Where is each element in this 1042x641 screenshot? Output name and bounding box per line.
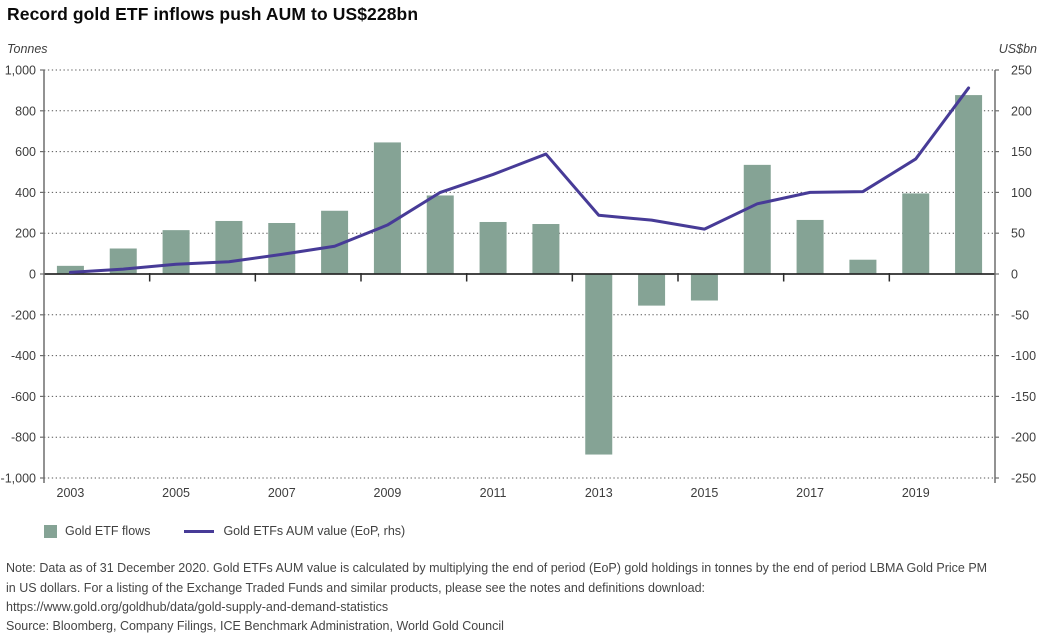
bar-2006 xyxy=(215,220,243,274)
footnote-text: Note: Data as of 31 December 2020. Gold … xyxy=(6,561,988,595)
x-axis-label: 2015 xyxy=(691,486,719,500)
right-axis-tick-label: -250 xyxy=(1011,472,1036,486)
bar-2012 xyxy=(532,224,560,274)
bar-2015 xyxy=(690,274,718,301)
right-axis-tick-label: -100 xyxy=(1011,349,1036,363)
bar-2011 xyxy=(479,221,507,274)
source-attribution: Source: Bloomberg, Company Filings, ICE … xyxy=(6,619,504,633)
footnote-url: https://www.gold.org/goldhub/data/gold-s… xyxy=(6,600,389,614)
right-axis-tick-label: -50 xyxy=(1011,308,1029,322)
x-axis-label: 2003 xyxy=(57,486,85,500)
right-axis-tick-label: 150 xyxy=(1011,145,1032,159)
right-axis-tick-label: 50 xyxy=(1011,227,1025,241)
bar-2020 xyxy=(955,95,983,274)
legend-line-label: Gold ETFs AUM value (EoP, rhs) xyxy=(223,524,406,538)
bar-2007 xyxy=(268,223,296,274)
left-axis-tick-label: 400 xyxy=(15,186,36,200)
left-axis-tick-label: -600 xyxy=(11,390,36,404)
x-axis-label: 2017 xyxy=(796,486,824,500)
x-axis-label: 2019 xyxy=(902,486,930,500)
x-axis-label: 2013 xyxy=(585,486,613,500)
x-axis-label: 2011 xyxy=(480,486,507,500)
left-axis-tick-label: 1,000 xyxy=(5,64,36,78)
left-axis-tick-label: -800 xyxy=(11,431,36,445)
footnote: Note: Data as of 31 December 2020. Gold … xyxy=(6,559,996,618)
bar-2009 xyxy=(373,142,401,274)
left-axis-tick-label: -200 xyxy=(11,308,36,322)
right-axis-tick-label: 100 xyxy=(1011,186,1032,200)
bar-2018 xyxy=(849,259,877,274)
right-axis-tick-label: 250 xyxy=(1011,64,1032,78)
bar-2010 xyxy=(426,195,454,274)
bar-2005 xyxy=(162,230,190,274)
page-title: Record gold ETF inflows push AUM to US$2… xyxy=(7,4,419,24)
left-axis-tick-label: 600 xyxy=(15,145,36,159)
chart-plot-area: 1,000 800 600 400 200 0 -200 -400 -600 -800 -1,000… xyxy=(1,64,1037,501)
x-axis-label: 2009 xyxy=(374,486,402,500)
legend-bar-label: Gold ETF flows xyxy=(65,524,151,538)
aum-line xyxy=(68,86,971,274)
left-axis-tick-label: 200 xyxy=(15,227,36,241)
legend: Gold ETF flows Gold ETFs AUM value (EoP,… xyxy=(44,524,405,538)
right-axis-tick-label: -150 xyxy=(1011,390,1036,404)
bar-2014 xyxy=(638,274,666,306)
bar-2013 xyxy=(585,274,613,455)
bar-2017 xyxy=(796,219,824,274)
x-axis-label: 2005 xyxy=(162,486,190,500)
left-axis-tick-label: -1,000 xyxy=(1,472,36,486)
bar-2016 xyxy=(743,164,771,274)
left-axis-unit-label: Tonnes xyxy=(7,42,48,56)
left-axis-tick-label: 0 xyxy=(29,268,36,282)
legend-line-swatch-icon xyxy=(184,529,215,533)
right-axis-tick-label: -200 xyxy=(1011,431,1036,445)
legend-bar-swatch-icon xyxy=(44,524,57,538)
right-axis-tick-label: 0 xyxy=(1011,268,1018,282)
right-axis-unit-label: US$bn xyxy=(998,42,1037,56)
left-axis-tick-label: -400 xyxy=(11,349,36,363)
left-axis-tick-label: 800 xyxy=(15,104,36,118)
bar-2003 xyxy=(56,265,84,274)
x-axis-label: 2007 xyxy=(268,486,296,500)
bar-2019 xyxy=(902,193,930,274)
right-axis-tick-label: 200 xyxy=(1011,104,1032,118)
